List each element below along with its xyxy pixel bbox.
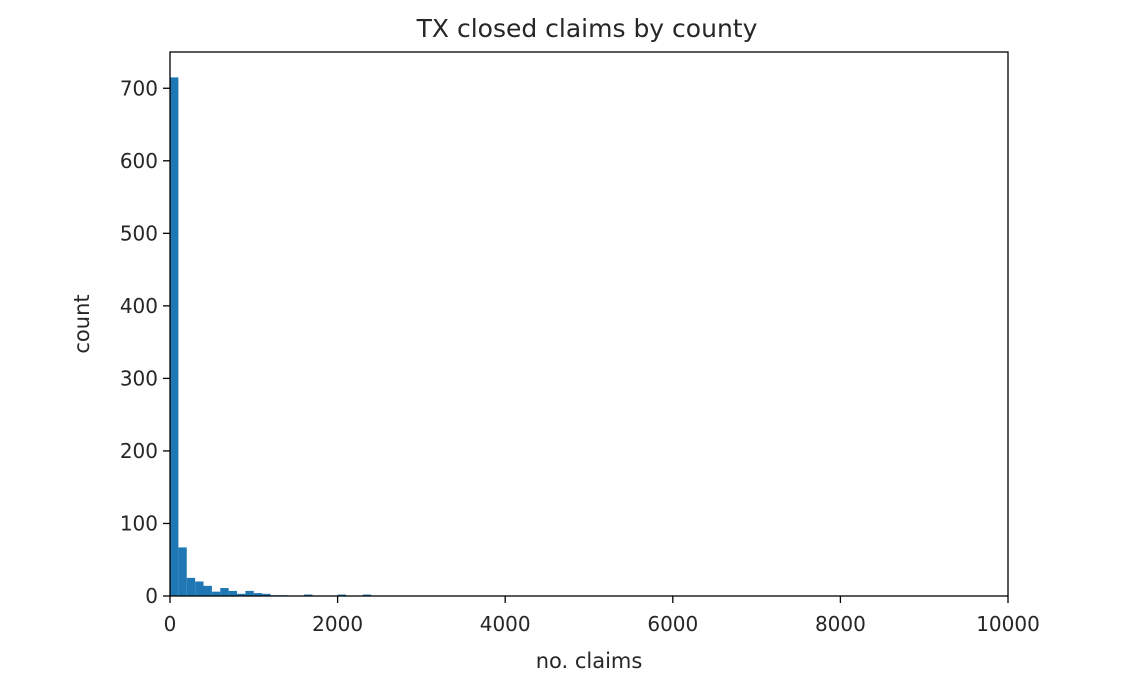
- x-tick-label: 10000: [976, 612, 1040, 636]
- histogram-bar: [262, 593, 271, 596]
- histogram-bar: [170, 77, 179, 597]
- y-tick-label: 400: [120, 294, 158, 318]
- histogram-bar: [253, 593, 263, 596]
- histogram-bar: [304, 594, 313, 596]
- y-tick-label: 300: [120, 366, 158, 390]
- histogram-bar: [220, 588, 229, 596]
- histogram-bar: [203, 585, 212, 596]
- x-tick-label: 2000: [312, 612, 363, 636]
- x-tick-label: 6000: [647, 612, 698, 636]
- histogram-bar: [337, 594, 346, 596]
- chart-title: TX closed claims by county: [416, 14, 758, 43]
- y-axis: 0 100 200 300 400 500 600 700: [120, 76, 170, 608]
- y-tick-label: 600: [120, 149, 158, 173]
- y-tick-label: 200: [120, 439, 158, 463]
- y-tick-label: 500: [120, 221, 158, 245]
- histogram-bar: [228, 590, 238, 596]
- histogram-bar: [195, 581, 204, 596]
- histogram-bar: [245, 590, 254, 596]
- x-tick-label: 0: [164, 612, 177, 636]
- y-tick-label: 0: [145, 584, 158, 608]
- plot-frame: [169, 51, 1009, 597]
- x-axis-label: no. claims: [536, 649, 643, 673]
- histogram-bars: [170, 77, 372, 597]
- histogram-bar: [186, 577, 196, 596]
- x-tick-label: 8000: [815, 612, 866, 636]
- y-tick-label: 100: [120, 511, 158, 535]
- histogram-bar: [211, 591, 221, 596]
- histogram-bar: [178, 547, 187, 596]
- histogram-bar: [362, 594, 372, 596]
- x-tick-label: 4000: [480, 612, 531, 636]
- x-axis: 0 2000 4000 6000 8000 10000: [164, 596, 1040, 636]
- y-axis-label: count: [70, 294, 94, 353]
- histogram-bar: [237, 593, 246, 596]
- y-tick-label: 700: [120, 76, 158, 100]
